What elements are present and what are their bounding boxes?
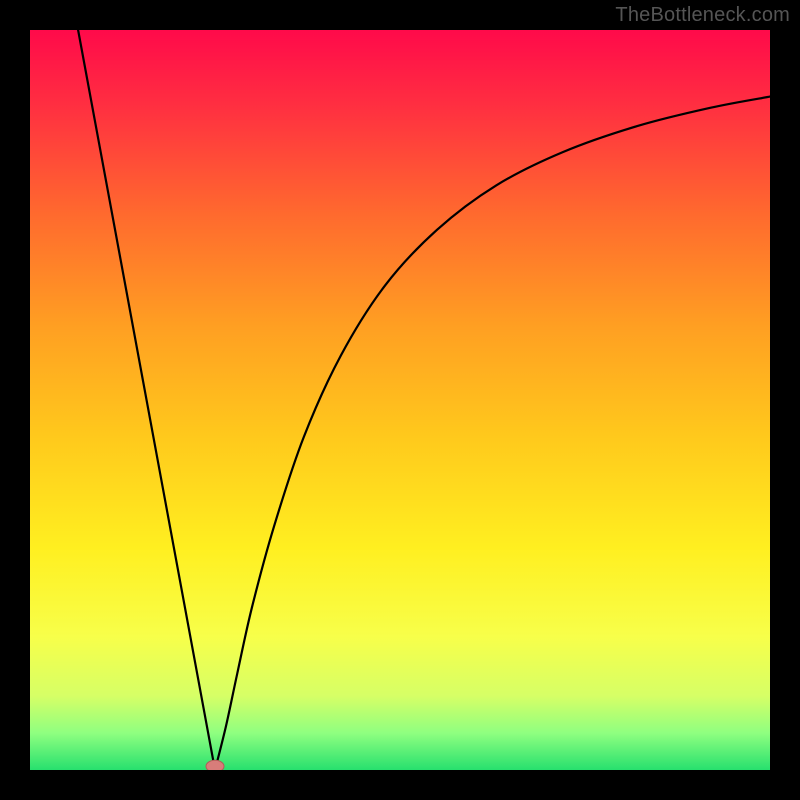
watermark-text: TheBottleneck.com (615, 4, 790, 27)
chart-container: TheBottleneck.com (0, 0, 800, 800)
border-bottom (0, 770, 800, 800)
curve-right-branch (215, 97, 770, 770)
curve-layer (30, 30, 770, 770)
border-left (0, 0, 30, 800)
curve-left-branch (78, 30, 215, 770)
plot-area (30, 30, 770, 770)
border-right (770, 0, 800, 800)
